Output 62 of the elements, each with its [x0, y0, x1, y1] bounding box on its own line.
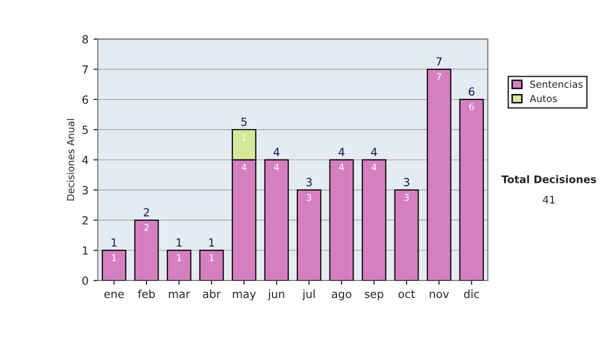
x-tick-label: jul	[302, 290, 315, 300]
y-tick-label: 1	[82, 246, 88, 255]
bar	[296, 189, 322, 280]
data-label: 7	[436, 73, 442, 80]
legend-label: Sentencias	[530, 80, 583, 88]
total-label: 4	[371, 148, 377, 156]
data-label: 3	[404, 194, 409, 201]
data-label: 1	[242, 134, 246, 140]
bar	[264, 159, 289, 280]
y-tick-label: 0	[82, 276, 88, 285]
bar	[362, 159, 386, 280]
x-tick-label: oct	[398, 290, 415, 298]
data-label: 4	[274, 164, 279, 170]
total-label: 6	[468, 87, 474, 96]
total-label: 4	[338, 148, 344, 156]
x-tick-label: nov	[430, 292, 449, 298]
total-label: 1	[112, 238, 117, 247]
bar	[329, 159, 354, 280]
bar	[199, 250, 224, 280]
x-tick-label: dic	[464, 290, 479, 298]
bar	[426, 68, 452, 280]
data-label: 4	[242, 164, 246, 170]
text: 41	[542, 196, 555, 204]
x-tick-label: sep	[364, 292, 384, 300]
data-label: 4	[372, 164, 376, 170]
y-tick-label: 4	[82, 156, 88, 164]
bar	[459, 98, 484, 280]
total-label: 3	[404, 178, 410, 186]
total-label: 1	[209, 238, 214, 247]
x-tick-label: ene	[104, 292, 124, 298]
x-tick-label: jun	[268, 290, 284, 300]
total-label: 2	[144, 208, 149, 216]
y-tick-label: 7	[82, 65, 88, 74]
total-label: 4	[274, 148, 280, 156]
y-tick-label: 6	[82, 95, 88, 104]
data-label: 6	[469, 103, 474, 110]
data-label: 3	[306, 194, 312, 201]
x-tick-label: may	[232, 292, 256, 300]
x-tick-label: ago	[332, 292, 352, 300]
total-label: 1	[176, 238, 182, 247]
x-tick-label: mar	[168, 292, 190, 298]
legend-label: Autos	[530, 94, 557, 102]
bar	[102, 250, 126, 280]
data-label: 2	[144, 224, 149, 231]
y-tick-label: 5	[82, 126, 88, 134]
total-label: 3	[306, 178, 312, 186]
x-tick-label: feb	[138, 290, 155, 298]
total-label: 5	[241, 118, 247, 126]
bar	[166, 250, 192, 280]
text: Total Decisiones	[501, 175, 596, 184]
y-tick-label: 3	[82, 186, 88, 194]
y-tick-label: 2	[82, 216, 88, 224]
total-label: 7	[436, 57, 442, 66]
data-label: 1	[177, 254, 182, 261]
y-tick-label: 8	[82, 35, 88, 44]
bar	[134, 220, 159, 280]
x-tick-label: abr	[203, 290, 221, 298]
y-axis-title: Decisiones Anual	[66, 119, 74, 200]
data-label: 4	[339, 164, 344, 170]
data-label: 1	[112, 254, 116, 261]
data-label: 1	[210, 254, 214, 261]
bar	[394, 189, 419, 280]
